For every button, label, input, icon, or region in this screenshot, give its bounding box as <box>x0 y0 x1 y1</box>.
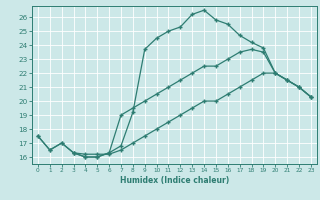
X-axis label: Humidex (Indice chaleur): Humidex (Indice chaleur) <box>120 176 229 185</box>
